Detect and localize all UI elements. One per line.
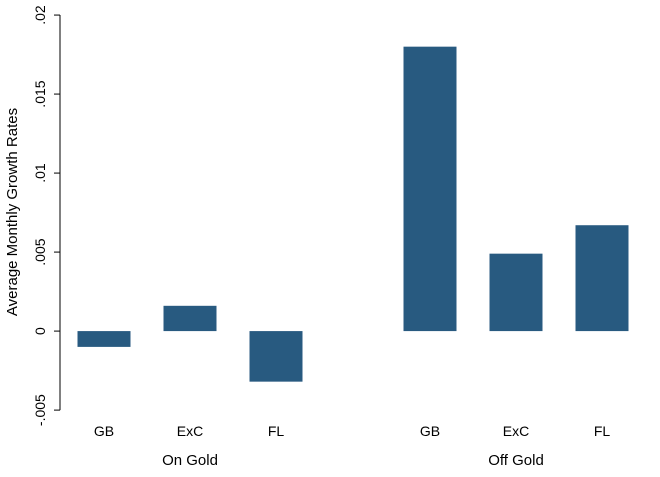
x-category-label: ExC [177,423,203,439]
bar-off-gold-exc [489,253,543,332]
y-tick-label: .015 [32,80,48,107]
y-tick-label: .02 [32,5,48,25]
x-axis: GB ExC FL On Gold GB ExC FL Off Gold [94,423,610,469]
x-category-label: GB [420,423,440,439]
bar-on-gold-exc [163,305,217,332]
y-axis: -.005 0 .005 .01 .015 .02 [32,5,61,426]
y-tick-label: 0 [32,327,48,335]
x-group-label: On Gold [162,452,218,469]
y-tick-label: -.005 [32,394,48,426]
bar-off-gold-fl [575,225,629,332]
bar-on-gold-fl [249,331,303,382]
x-category-label: FL [268,423,285,439]
y-axis-title: Average Monthly Growth Rates [4,108,21,316]
x-category-label: FL [594,423,611,439]
x-group-label: Off Gold [488,452,544,469]
x-category-label: GB [94,423,114,439]
x-category-label: ExC [503,423,529,439]
bar-on-gold-gb [77,331,131,347]
bars [77,46,629,382]
bar-off-gold-gb [403,46,457,332]
y-tick-label: .005 [32,238,48,265]
y-tick-label: .01 [32,163,48,183]
